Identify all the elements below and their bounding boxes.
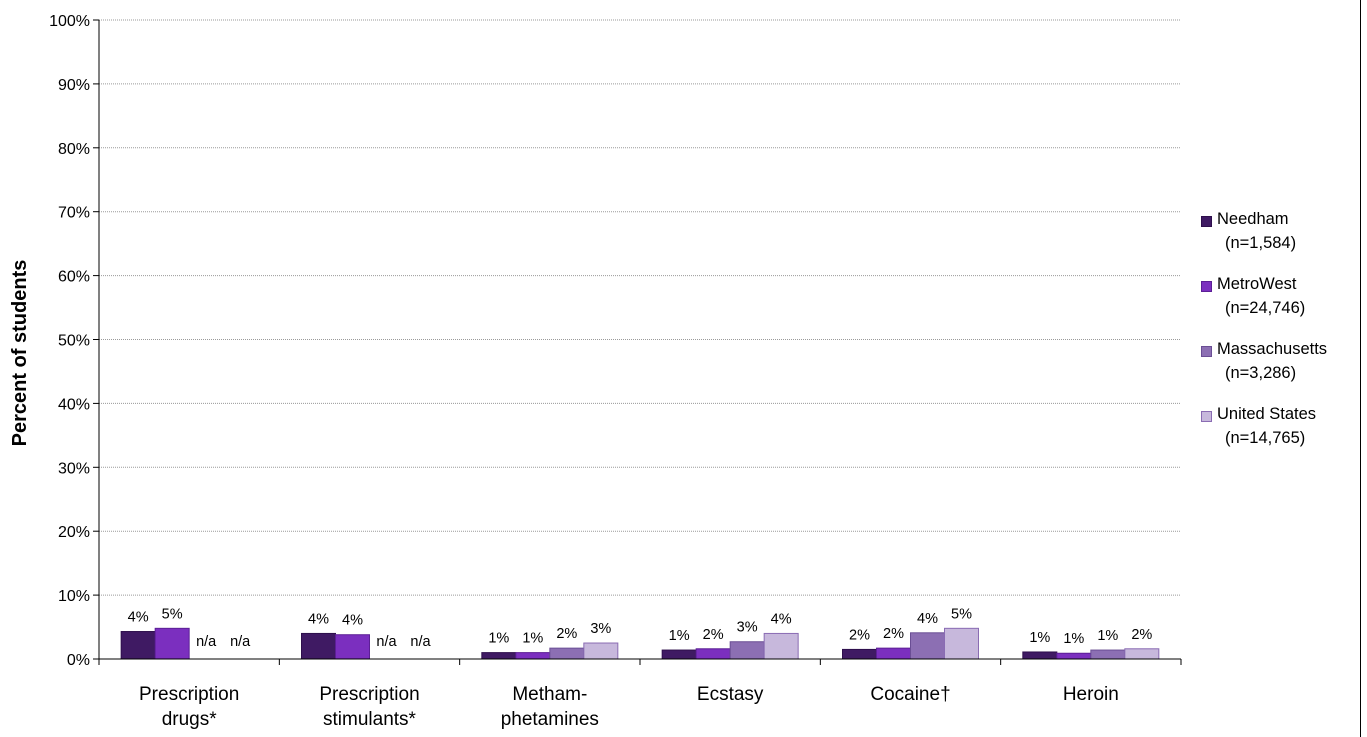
y-tick-label: 50% bbox=[58, 333, 90, 350]
bar bbox=[729, 641, 765, 660]
data-label: 2% bbox=[883, 626, 904, 642]
data-label: 3% bbox=[590, 621, 611, 637]
data-label: 2% bbox=[849, 627, 870, 643]
y-tick-label: 100% bbox=[49, 13, 90, 30]
bar bbox=[910, 632, 945, 660]
legend-swatch bbox=[1201, 411, 1212, 422]
y-tick-label: 10% bbox=[58, 588, 90, 605]
data-label: 2% bbox=[556, 626, 577, 642]
bar bbox=[549, 647, 585, 660]
bar bbox=[842, 648, 877, 660]
bar bbox=[1124, 648, 1160, 660]
bar bbox=[876, 647, 911, 660]
category-label: drugs* bbox=[162, 709, 218, 730]
y-tick-label: 0% bbox=[67, 652, 90, 669]
bars bbox=[120, 627, 1160, 660]
legend-label: MetroWest bbox=[1217, 275, 1297, 293]
bar bbox=[335, 634, 370, 660]
category-label: Ecstasy bbox=[697, 684, 764, 705]
data-label: 4% bbox=[771, 611, 792, 627]
y-tick-label: 30% bbox=[58, 460, 90, 477]
legend-sample-size: (n=14,765) bbox=[1225, 429, 1306, 447]
bar bbox=[515, 652, 551, 660]
bar bbox=[1022, 651, 1058, 660]
category-label: Heroin bbox=[1063, 684, 1119, 705]
bar bbox=[481, 652, 517, 660]
data-label: 1% bbox=[1097, 628, 1118, 644]
data-label: 2% bbox=[703, 627, 724, 643]
legend-sample-size: (n=24,746) bbox=[1225, 299, 1306, 317]
data-label-na: n/a bbox=[230, 634, 251, 650]
bar bbox=[1056, 652, 1092, 660]
data-label-na: n/a bbox=[196, 634, 217, 650]
bar bbox=[661, 649, 697, 660]
labels: 0% 10% 20% 30% 40% 50% 60% 70% 80% 90% 100% 4% 5% n/a… bbox=[49, 13, 1152, 730]
legend-label: Massachusetts bbox=[1217, 340, 1328, 358]
legend-item: Massachusetts (n=3,286) bbox=[1201, 340, 1361, 405]
y-axis-label: Percent of students bbox=[9, 260, 31, 447]
data-label: 5% bbox=[951, 606, 972, 622]
bar bbox=[1090, 649, 1126, 660]
frame-border bbox=[1360, 0, 1361, 737]
bar bbox=[301, 632, 336, 660]
data-label: 1% bbox=[522, 631, 543, 647]
y-tick-label: 80% bbox=[58, 141, 90, 158]
category-label: Prescription bbox=[139, 684, 239, 705]
data-label: 1% bbox=[669, 628, 690, 644]
category-label: Prescription bbox=[319, 684, 419, 705]
gridlines bbox=[99, 19, 1181, 596]
data-label: 1% bbox=[1029, 630, 1050, 646]
category-label: Metham- bbox=[512, 684, 587, 705]
y-tick-label: 40% bbox=[58, 396, 90, 413]
axes bbox=[93, 19, 1182, 665]
legend-sample-size: (n=1,584) bbox=[1225, 234, 1297, 252]
category-label: Cocaine† bbox=[870, 684, 950, 705]
y-tick-label: 20% bbox=[58, 524, 90, 541]
data-label: 4% bbox=[917, 611, 938, 627]
legend-item: United States (n=14,765) bbox=[1201, 405, 1361, 470]
data-label: 4% bbox=[342, 613, 363, 629]
legend-sample-size: (n=3,286) bbox=[1225, 364, 1297, 382]
data-label: 2% bbox=[1131, 627, 1152, 643]
bar bbox=[120, 631, 156, 660]
bar bbox=[695, 648, 731, 660]
data-label-na: n/a bbox=[376, 634, 397, 650]
bar bbox=[763, 632, 799, 660]
data-label: 4% bbox=[308, 611, 329, 627]
data-label: 4% bbox=[128, 610, 149, 626]
data-label: 3% bbox=[737, 620, 758, 636]
category-label: stimulants* bbox=[323, 709, 417, 730]
legend-item: MetroWest (n=24,746) bbox=[1201, 275, 1361, 340]
data-label-na: n/a bbox=[410, 634, 431, 650]
bar bbox=[583, 642, 619, 660]
bar bbox=[154, 627, 190, 660]
bar bbox=[944, 627, 979, 660]
legend-swatch bbox=[1201, 346, 1212, 357]
legend-swatch bbox=[1201, 216, 1212, 227]
category-label: phetamines bbox=[501, 709, 599, 730]
data-label: 1% bbox=[488, 631, 509, 647]
legend-label: Needham bbox=[1217, 210, 1289, 228]
legend-swatch bbox=[1201, 281, 1212, 292]
legend-item: Needham (n=1,584) bbox=[1201, 210, 1361, 275]
legend-label: United States bbox=[1217, 405, 1317, 423]
y-tick-label: 70% bbox=[58, 205, 90, 222]
legend: Needham (n=1,584) MetroWest (n=24,746) Massa… bbox=[1201, 210, 1361, 470]
y-tick-label: 90% bbox=[58, 77, 90, 94]
data-label: 5% bbox=[162, 606, 183, 622]
y-tick-label: 60% bbox=[58, 269, 90, 286]
data-label: 1% bbox=[1063, 631, 1084, 647]
